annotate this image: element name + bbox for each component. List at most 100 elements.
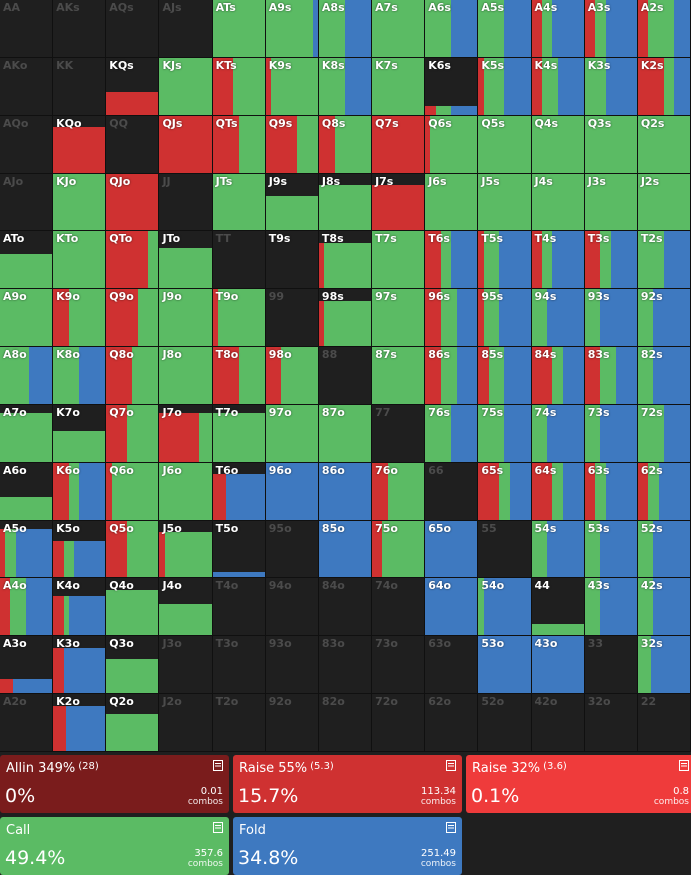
hand-cell-86o[interactable]: 86o [318, 462, 373, 521]
hand-cell-k9o[interactable]: K9o [53, 289, 107, 348]
hand-cell-k6s[interactable]: K6s [425, 57, 479, 116]
hand-cell-65s[interactable]: 65s [478, 462, 532, 521]
hand-cell-54o[interactable]: 54o [478, 578, 532, 637]
hand-cell-a9o[interactable]: A9o [0, 289, 54, 348]
hand-cell-74o[interactable]: 74o [372, 578, 426, 637]
hand-cell-t4o[interactable]: T4o [212, 578, 266, 637]
hand-cell-72o[interactable]: 72o [372, 694, 426, 752]
hand-cell-92s[interactable]: 92s [637, 289, 691, 348]
hand-cell-96o[interactable]: 96o [265, 462, 319, 521]
hand-cell-j4o[interactable]: J4o [159, 578, 213, 637]
hand-cell-t4s[interactable]: T4s [531, 231, 585, 290]
hand-cell-t5s[interactable]: T5s [478, 231, 532, 290]
hand-cell-q8o[interactable]: Q8o [106, 347, 160, 405]
hand-cell-t3o[interactable]: T3o [212, 636, 266, 695]
action-card-call[interactable]: Call 49.4% 357.6 combos [0, 817, 229, 875]
hand-cell-43s[interactable]: 43s [584, 578, 638, 637]
hand-cell-t8o[interactable]: T8o [212, 347, 266, 405]
hand-cell-k3s[interactable]: K3s [584, 57, 638, 116]
hand-cell-q7s[interactable]: Q7s [372, 115, 426, 174]
hand-cell-63o[interactable]: 63o [425, 636, 479, 695]
hand-cell-87o[interactable]: 87o [318, 404, 373, 463]
hand-cell-a8s[interactable]: A8s [318, 0, 373, 58]
hand-cell-62s[interactable]: 62s [637, 462, 691, 521]
hand-cell-jto[interactable]: JTo [159, 231, 213, 290]
hand-cell-q5o[interactable]: Q5o [106, 520, 160, 579]
hand-cell-a6o[interactable]: A6o [0, 462, 54, 521]
hand-cell-j9s[interactable]: J9s [265, 173, 319, 232]
hand-cell-ajo[interactable]: AJo [0, 173, 54, 232]
hand-cell-j3o[interactable]: J3o [159, 636, 213, 695]
hand-cell-a7o[interactable]: A7o [0, 404, 54, 463]
hand-cell-j6s[interactable]: J6s [425, 173, 479, 232]
action-card-fold[interactable]: Fold 34.8% 251.49 combos [233, 817, 462, 875]
hand-cell-a4s[interactable]: A4s [531, 0, 585, 58]
hand-cell-97o[interactable]: 97o [265, 404, 319, 463]
hand-cell-55[interactable]: 55 [478, 520, 532, 579]
hand-cell-t2s[interactable]: T2s [637, 231, 691, 290]
hand-cell-t3s[interactable]: T3s [584, 231, 638, 290]
hand-cell-22[interactable]: 22 [637, 694, 691, 752]
hand-cell-j2o[interactable]: J2o [159, 694, 213, 752]
hand-cell-kjo[interactable]: KJo [53, 173, 107, 232]
hand-cell-65o[interactable]: 65o [425, 520, 479, 579]
hand-cell-a4o[interactable]: A4o [0, 578, 54, 637]
hand-cell-a2o[interactable]: A2o [0, 694, 54, 752]
hand-cell-72s[interactable]: 72s [637, 404, 691, 463]
hand-cell-kto[interactable]: KTo [53, 231, 107, 290]
hand-cell-66[interactable]: 66 [425, 462, 479, 521]
hand-cell-82s[interactable]: 82s [637, 347, 691, 405]
hand-cell-85o[interactable]: 85o [318, 520, 373, 579]
hand-cell-aks[interactable]: AKs [53, 0, 107, 58]
sheet-icon[interactable] [679, 760, 689, 771]
hand-cell-t6o[interactable]: T6o [212, 462, 266, 521]
hand-cell-q4o[interactable]: Q4o [106, 578, 160, 637]
hand-cell-a6s[interactable]: A6s [425, 0, 479, 58]
hand-cell-94s[interactable]: 94s [531, 289, 585, 348]
hand-cell-j7s[interactable]: J7s [372, 173, 426, 232]
hand-cell-84o[interactable]: 84o [318, 578, 373, 637]
hand-cell-32s[interactable]: 32s [637, 636, 691, 695]
hand-cell-88[interactable]: 88 [318, 347, 373, 405]
hand-cell-k2o[interactable]: K2o [53, 694, 107, 752]
hand-cell-a8o[interactable]: A8o [0, 347, 54, 405]
hand-cell-76o[interactable]: 76o [372, 462, 426, 521]
hand-cell-qto[interactable]: QTo [106, 231, 160, 290]
hand-cell-a2s[interactable]: A2s [637, 0, 691, 58]
hand-cell-a5s[interactable]: A5s [478, 0, 532, 58]
hand-cell-t6s[interactable]: T6s [425, 231, 479, 290]
hand-cell-52o[interactable]: 52o [478, 694, 532, 752]
hand-cell-84s[interactable]: 84s [531, 347, 585, 405]
hand-cell-q9o[interactable]: Q9o [106, 289, 160, 348]
hand-cell-95o[interactable]: 95o [265, 520, 319, 579]
hand-cell-qjo[interactable]: QJo [106, 173, 160, 232]
hand-cell-aqo[interactable]: AQo [0, 115, 54, 174]
hand-cell-jj[interactable]: JJ [159, 173, 213, 232]
hand-cell-q7o[interactable]: Q7o [106, 404, 160, 463]
hand-cell-64s[interactable]: 64s [531, 462, 585, 521]
hand-cell-ako[interactable]: AKo [0, 57, 54, 116]
hand-cell-k4s[interactable]: K4s [531, 57, 585, 116]
hand-cell-q2o[interactable]: Q2o [106, 694, 160, 752]
hand-cell-q6o[interactable]: Q6o [106, 462, 160, 521]
hand-cell-73s[interactable]: 73s [584, 404, 638, 463]
hand-cell-a3o[interactable]: A3o [0, 636, 54, 695]
hand-cell-42s[interactable]: 42s [637, 578, 691, 637]
hand-cell-t9o[interactable]: T9o [212, 289, 266, 348]
hand-cell-k7s[interactable]: K7s [372, 57, 426, 116]
hand-cell-k2s[interactable]: K2s [637, 57, 691, 116]
action-card-allin[interactable]: Allin 349% (28) 0% 0.01 combos [0, 755, 229, 813]
hand-cell-qjs[interactable]: QJs [159, 115, 213, 174]
hand-cell-k9s[interactable]: K9s [265, 57, 319, 116]
hand-cell-74s[interactable]: 74s [531, 404, 585, 463]
sheet-icon[interactable] [213, 822, 223, 833]
hand-cell-53s[interactable]: 53s [584, 520, 638, 579]
hand-cell-t2o[interactable]: T2o [212, 694, 266, 752]
hand-cell-77[interactable]: 77 [372, 404, 426, 463]
hand-cell-j2s[interactable]: J2s [637, 173, 691, 232]
hand-cell-83o[interactable]: 83o [318, 636, 373, 695]
hand-cell-33[interactable]: 33 [584, 636, 638, 695]
hand-cell-q3o[interactable]: Q3o [106, 636, 160, 695]
hand-cell-a9s[interactable]: A9s [265, 0, 319, 58]
hand-cell-k5o[interactable]: K5o [53, 520, 107, 579]
